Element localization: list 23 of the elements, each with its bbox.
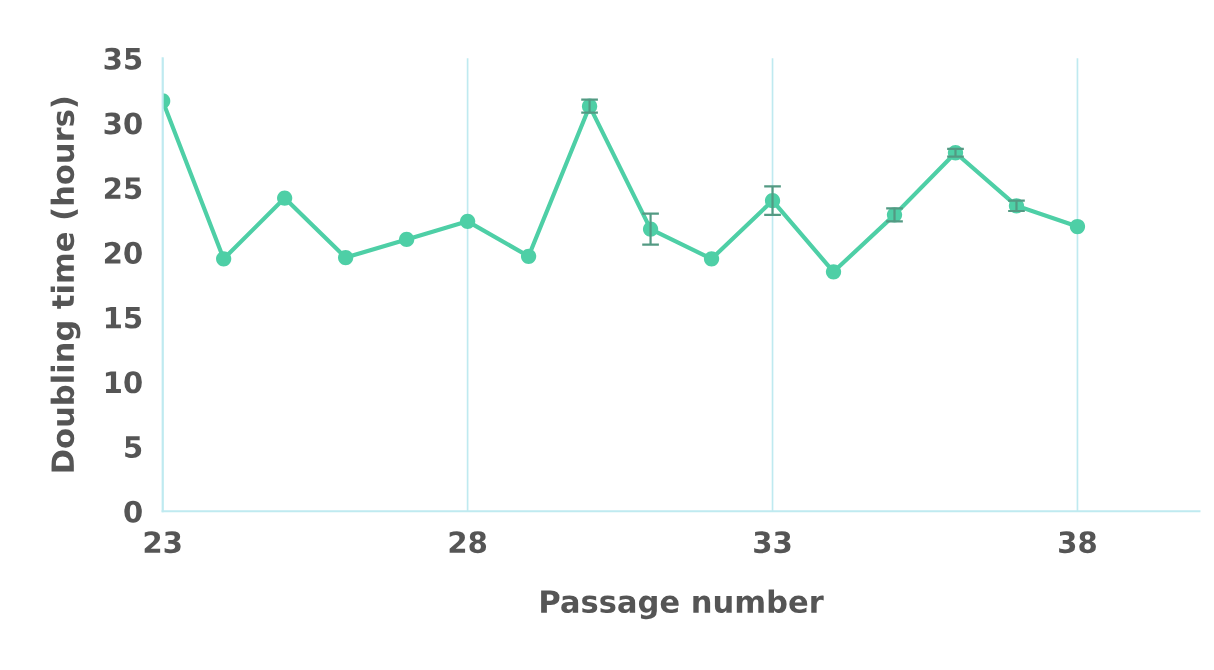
point: [459, 213, 476, 229]
point: [277, 190, 293, 206]
point: [337, 249, 354, 266]
point: [216, 251, 232, 267]
y-tick-label: 25: [104, 177, 142, 200]
point: [703, 251, 720, 267]
point: [398, 231, 415, 248]
y-axis-title: Doubling time (hours): [50, 97, 81, 472]
y-tick-label: 15: [105, 306, 142, 329]
point: [1069, 218, 1086, 235]
y-tick-label: 20: [104, 241, 142, 264]
x-tick-label: 23: [144, 531, 181, 554]
y-tick-label: 10: [105, 371, 142, 394]
x-tick-label: 28: [449, 531, 487, 554]
point: [520, 248, 537, 264]
y-tick-label: 35: [104, 47, 142, 70]
x-tick-label: 38: [1059, 531, 1096, 554]
y-tick-label: 0: [124, 500, 142, 523]
y-tick-label: 30: [104, 112, 142, 135]
x-axis-title: Passage number: [541, 589, 824, 620]
y-tick-label: 5: [125, 436, 142, 458]
point: [825, 264, 842, 280]
x-tick-label: 33: [754, 531, 791, 554]
